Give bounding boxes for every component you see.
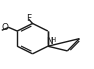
Text: O: O: [2, 23, 9, 32]
Text: F: F: [26, 14, 31, 23]
Text: H: H: [50, 37, 55, 43]
Text: N: N: [46, 37, 53, 46]
